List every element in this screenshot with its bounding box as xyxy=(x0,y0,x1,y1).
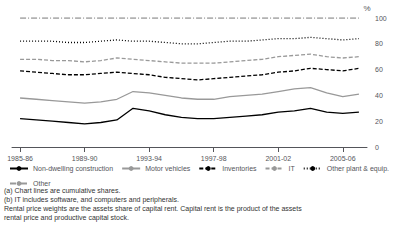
svg-text:IT: IT xyxy=(289,165,296,172)
svg-text:1997-98: 1997-98 xyxy=(201,155,227,162)
svg-text:20: 20 xyxy=(375,118,383,125)
svg-text:Rental price weights are the a: Rental price weights are the assets shar… xyxy=(4,205,302,213)
svg-text:Non-dwelling construction: Non-dwelling construction xyxy=(33,165,113,173)
svg-text:100: 100 xyxy=(375,15,387,22)
svg-text:Other plant & equip.: Other plant & equip. xyxy=(327,165,389,173)
svg-text:1993-94: 1993-94 xyxy=(136,155,162,162)
svg-text:2005-06: 2005-06 xyxy=(330,155,356,162)
svg-text:Inventories: Inventories xyxy=(222,165,257,172)
svg-text:(a) Chart lines are cumulative: (a) Chart lines are cumulative shares. xyxy=(4,187,120,195)
svg-text:Motor vehicles: Motor vehicles xyxy=(145,165,191,172)
svg-text:Other: Other xyxy=(33,180,51,187)
svg-text:60: 60 xyxy=(375,66,383,73)
svg-text:1989-90: 1989-90 xyxy=(72,155,98,162)
svg-text:rental price and productive ca: rental price and productive capital stoc… xyxy=(4,214,129,222)
svg-text:2001-02: 2001-02 xyxy=(265,155,291,162)
svg-text:0: 0 xyxy=(375,144,379,151)
svg-text:40: 40 xyxy=(375,92,383,99)
svg-text:(b) IT includes software, and: (b) IT includes software, and computers … xyxy=(4,196,179,204)
svg-text:80: 80 xyxy=(375,40,383,47)
svg-text:%: % xyxy=(363,4,370,13)
svg-text:1985-86: 1985-86 xyxy=(7,155,33,162)
